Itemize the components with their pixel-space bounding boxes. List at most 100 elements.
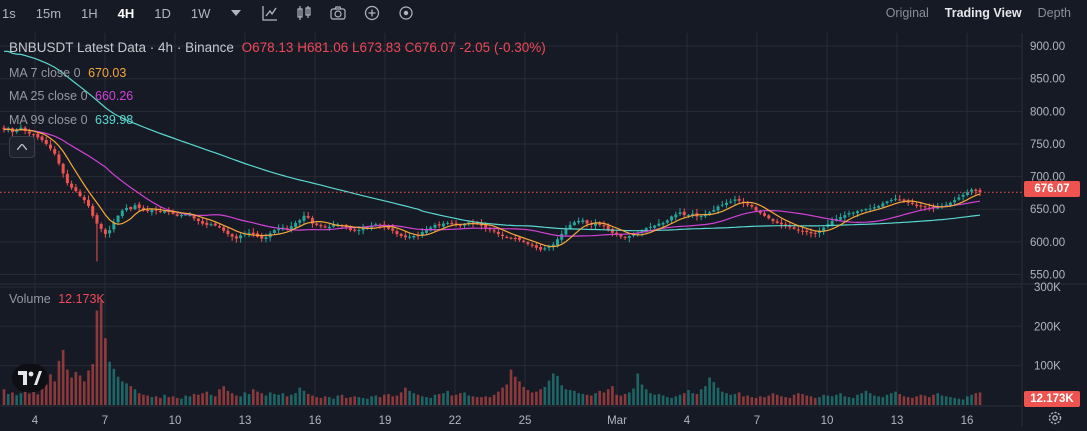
volume-bar bbox=[213, 396, 217, 405]
candle-body bbox=[36, 133, 40, 138]
price-tick-label: 550.00 bbox=[1030, 270, 1065, 282]
candle-body bbox=[839, 217, 843, 220]
candle-body bbox=[437, 224, 441, 226]
timeframe-4h[interactable]: 4H bbox=[117, 5, 135, 21]
candle-body bbox=[957, 197, 961, 200]
volume-bar bbox=[826, 395, 830, 405]
add-indicator-icon[interactable] bbox=[364, 5, 380, 21]
candle-body bbox=[602, 225, 606, 227]
gear-icon[interactable] bbox=[1047, 410, 1063, 426]
candle-body bbox=[175, 214, 179, 216]
volume-bar bbox=[754, 397, 758, 405]
candle-body bbox=[915, 204, 919, 206]
time-tick-label: 10 bbox=[821, 415, 834, 427]
close-label: C bbox=[404, 40, 415, 55]
candle-body bbox=[205, 222, 209, 225]
volume-bar bbox=[40, 387, 44, 405]
volume-bar bbox=[361, 397, 365, 405]
candle-body bbox=[961, 194, 965, 197]
candle-body bbox=[251, 232, 255, 235]
volume-bar bbox=[205, 391, 209, 405]
low-label: L bbox=[352, 40, 360, 55]
candle-body bbox=[361, 228, 365, 231]
candle-body bbox=[712, 209, 716, 212]
view-trading-view[interactable]: Trading View bbox=[944, 6, 1022, 20]
ma7-legend[interactable]: MA 7 close 0 670.03 bbox=[9, 66, 126, 80]
volume-bar bbox=[670, 397, 673, 405]
ma25-legend[interactable]: MA 25 close 0 660.26 bbox=[9, 89, 133, 103]
ma25-line bbox=[3, 128, 981, 237]
chevron-down-icon[interactable] bbox=[228, 5, 244, 21]
candle-body bbox=[348, 227, 352, 231]
volume-bar bbox=[32, 392, 35, 405]
view-original[interactable]: Original bbox=[885, 6, 929, 20]
candles-icon[interactable] bbox=[296, 5, 312, 21]
volume-bar bbox=[159, 397, 162, 405]
volume-bar bbox=[678, 394, 682, 405]
tradingview-logo-icon[interactable] bbox=[12, 364, 48, 392]
volume-bar bbox=[505, 384, 509, 405]
volume-bar bbox=[526, 390, 530, 405]
chart-title: BNBUSDT Latest Data · 4h · Binance bbox=[9, 40, 234, 55]
volume-bar bbox=[87, 370, 90, 405]
volume-bar bbox=[78, 375, 82, 405]
volume-bar bbox=[653, 394, 656, 405]
candle-body bbox=[729, 201, 733, 203]
collapse-legend-button[interactable] bbox=[9, 136, 35, 158]
volume-bar bbox=[49, 374, 52, 405]
volume-bar bbox=[585, 394, 589, 405]
candle-body bbox=[771, 219, 775, 221]
candle-body bbox=[648, 226, 652, 228]
volume-bar bbox=[332, 398, 335, 405]
volume-bar bbox=[328, 397, 331, 405]
camera-icon[interactable] bbox=[330, 5, 347, 21]
volume-bar bbox=[311, 395, 314, 405]
candle-body bbox=[868, 208, 872, 210]
volume-bar bbox=[302, 390, 306, 405]
volume-bar bbox=[323, 396, 327, 405]
volume-legend[interactable]: Volume 12.173K bbox=[9, 292, 105, 306]
line-tool-icon[interactable] bbox=[262, 5, 278, 21]
timeframe-1d[interactable]: 1D bbox=[154, 5, 171, 21]
top-toolbar: 1s 15m 1H 4H 1D 1W Original Trading View… bbox=[0, 0, 1087, 26]
volume-bar bbox=[82, 381, 86, 405]
replay-icon[interactable] bbox=[398, 5, 414, 21]
volume-bar bbox=[437, 393, 441, 405]
candle-body bbox=[577, 220, 581, 223]
volume-bar bbox=[454, 394, 458, 405]
volume-bar bbox=[560, 385, 564, 405]
volume-bar bbox=[611, 386, 614, 405]
candle-body bbox=[948, 202, 952, 206]
volume-bar bbox=[180, 398, 183, 405]
price-tick-label: 700.00 bbox=[1030, 172, 1065, 184]
candle-body bbox=[619, 234, 623, 237]
ma99-legend[interactable]: MA 99 close 0 639.98 bbox=[9, 113, 133, 127]
candle-body bbox=[399, 233, 403, 237]
candle-body bbox=[665, 220, 669, 223]
timeframe-15m[interactable]: 15m bbox=[35, 5, 62, 21]
volume-bar bbox=[927, 397, 931, 405]
candle-body bbox=[471, 222, 475, 224]
candle-body bbox=[843, 215, 847, 218]
volume-bar bbox=[636, 373, 640, 405]
candle-body bbox=[682, 211, 686, 216]
volume-bar bbox=[949, 397, 952, 405]
timeframe-1w[interactable]: 1W bbox=[190, 5, 211, 21]
view-depth[interactable]: Depth bbox=[1037, 6, 1071, 20]
candle-body bbox=[146, 209, 150, 212]
candle-body bbox=[327, 226, 331, 229]
candle-body bbox=[893, 198, 897, 200]
volume-bar bbox=[632, 388, 635, 405]
volume-bar bbox=[581, 393, 585, 405]
timeframe-1s[interactable]: 1s bbox=[2, 5, 16, 21]
candle-body bbox=[129, 207, 133, 210]
time-tick-label: 13 bbox=[891, 415, 904, 427]
candle-body bbox=[260, 235, 264, 239]
volume-bar bbox=[425, 397, 428, 405]
candle-body bbox=[234, 236, 238, 239]
timeframe-1h[interactable]: 1H bbox=[81, 5, 98, 21]
volume-bar bbox=[442, 393, 445, 405]
volume-bar bbox=[957, 398, 961, 405]
volume-bar bbox=[201, 393, 204, 405]
